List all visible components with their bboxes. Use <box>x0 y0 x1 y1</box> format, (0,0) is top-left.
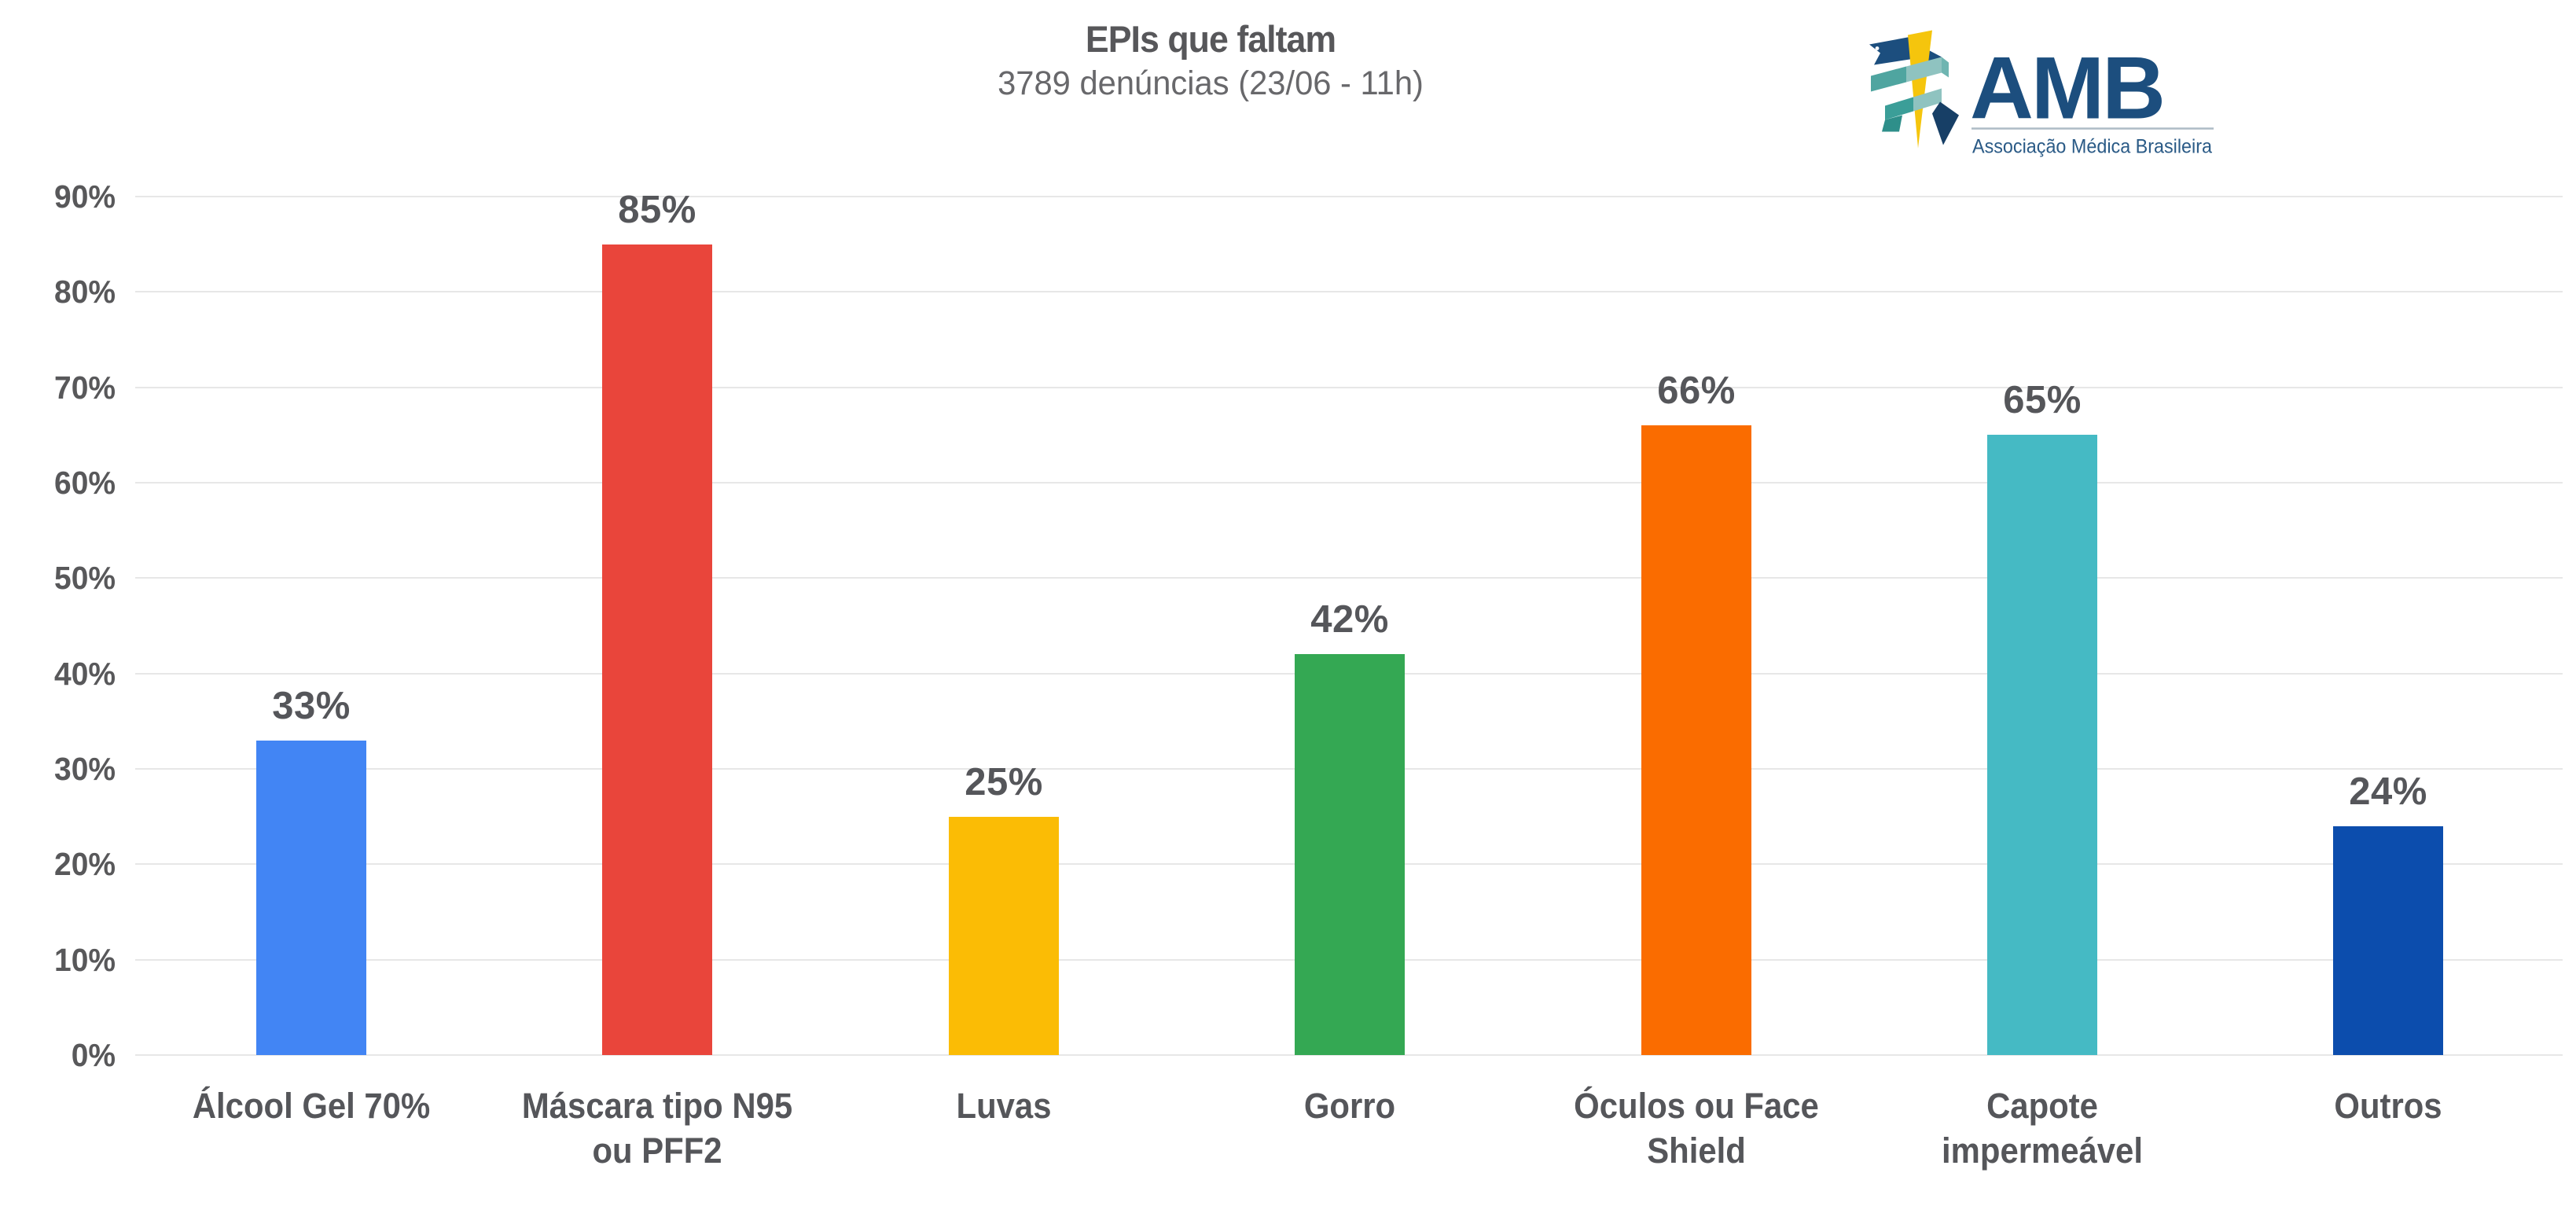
category-label-line: Capote <box>1986 1086 2098 1126</box>
gridline-0 <box>135 1054 2563 1056</box>
bar-value-label: 24% <box>2349 770 2427 813</box>
category-label-line: Máscara tipo N95 <box>521 1086 793 1126</box>
bar-Outros <box>2333 826 2443 1055</box>
y-axis-tick-label: 70% <box>54 370 116 406</box>
y-axis-tick-label: 30% <box>54 751 116 787</box>
category-label-line: ou PFF2 <box>592 1131 722 1171</box>
category-label-line: impermeável <box>1942 1131 2143 1171</box>
bar-value-label: 42% <box>1310 598 1389 641</box>
x-axis-category-label: Capote impermeável <box>1874 1083 2210 1173</box>
x-axis-category-label: Máscara tipo N95 ou PFF2 <box>489 1083 825 1173</box>
gridline-80 <box>135 291 2563 292</box>
bar-Óculos ou Face Shield <box>1641 425 1751 1055</box>
y-axis-tick-label: 50% <box>54 560 116 596</box>
x-axis-category-label: Gorro <box>1181 1083 1518 1128</box>
caduceus-icon <box>1869 30 1959 149</box>
bar-Máscara tipo N95 ou PFF2 <box>602 244 712 1055</box>
category-label-line: Outros <box>2334 1086 2442 1126</box>
y-axis-tick-label: 10% <box>54 942 116 978</box>
chart-subtitle: 3789 denúncias (23/06 - 11h) <box>998 64 1424 102</box>
amb-logo: AMB Associação Médica Brasileira <box>1869 30 2214 158</box>
bar-value-label: 25% <box>965 761 1043 803</box>
bar-value-label: 33% <box>272 685 351 727</box>
y-axis-tick-label: 60% <box>54 465 116 501</box>
category-label-line: Shield <box>1647 1131 1746 1171</box>
category-label-line: Álcool Gel 70% <box>192 1086 431 1126</box>
x-axis-category-label: Álcool Gel 70% <box>143 1083 480 1128</box>
gridline-50 <box>135 577 2563 579</box>
bar-Luvas <box>949 817 1059 1055</box>
x-axis-category-label: Outros <box>2220 1083 2556 1128</box>
bar-value-label: 65% <box>2003 379 2082 421</box>
gridline-60 <box>135 482 2563 483</box>
bar-value-label: 85% <box>618 189 696 231</box>
amb-logo-fullname: Associação Médica Brasileira <box>1972 136 2212 158</box>
gridline-70 <box>135 387 2563 388</box>
y-axis-tick-label: 80% <box>54 274 116 310</box>
bar-Gorro <box>1295 654 1405 1055</box>
category-label-line: Luvas <box>956 1086 1052 1126</box>
category-label-line: Gorro <box>1303 1086 1396 1126</box>
y-axis-tick-label: 90% <box>54 178 116 215</box>
bar-Capote impermeável <box>1987 435 2097 1055</box>
y-axis-tick-label: 20% <box>54 846 116 882</box>
x-axis-category-label: Luvas <box>836 1083 1172 1128</box>
bar-Álcool Gel 70% <box>256 741 366 1055</box>
amb-logo-acronym: AMB <box>1970 39 2163 138</box>
y-axis-tick-label: 0% <box>71 1037 116 1073</box>
bar-value-label: 66% <box>1657 370 1736 412</box>
category-label-line: Óculos ou Face <box>1574 1086 1819 1126</box>
chart-title: EPIs que faltam <box>1085 18 1336 60</box>
gridline-90 <box>135 196 2563 197</box>
x-axis-category-label: Óculos ou Face Shield <box>1528 1083 1865 1173</box>
y-axis-tick-label: 40% <box>54 656 116 692</box>
